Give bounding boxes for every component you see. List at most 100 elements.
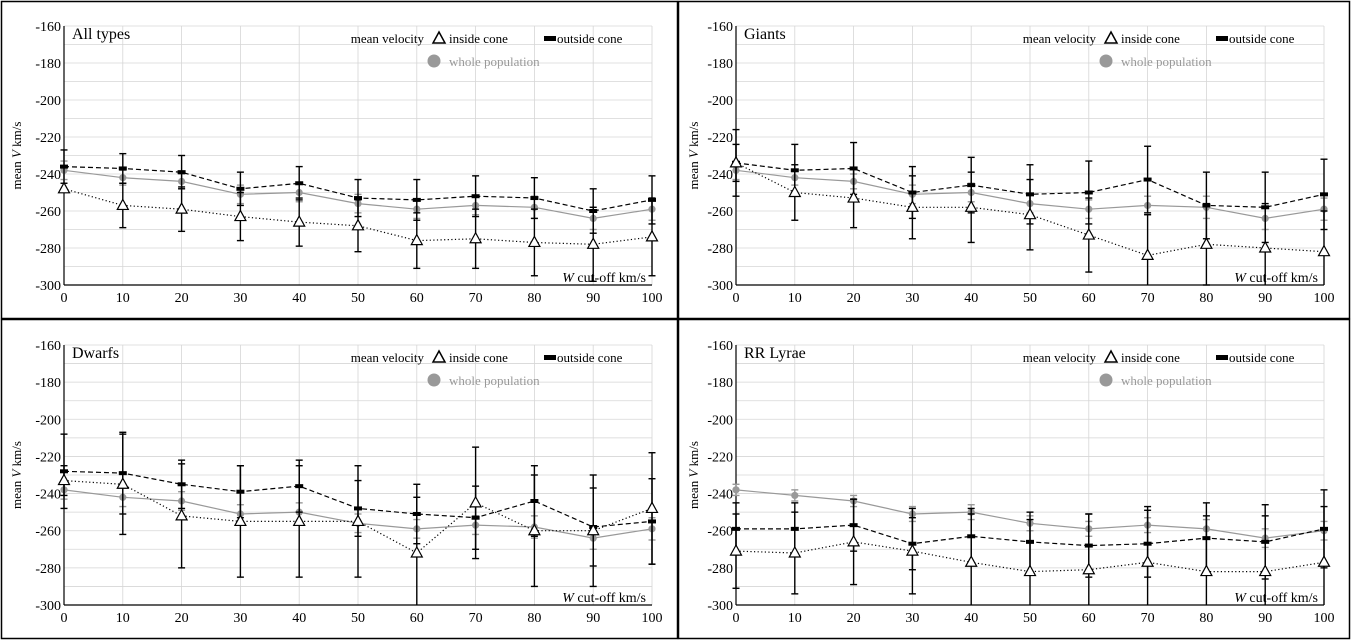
x-tick-label: 80 bbox=[1199, 291, 1213, 306]
legend-triangle-icon bbox=[1103, 30, 1119, 44]
x-tick-label: 90 bbox=[586, 291, 600, 306]
data-point-triangle bbox=[469, 231, 483, 244]
legend-circle-icon bbox=[1099, 373, 1113, 387]
y-tick-label: -220 bbox=[707, 450, 733, 465]
y-tick-label: -200 bbox=[707, 413, 733, 428]
y-tick-label: -280 bbox=[707, 242, 733, 257]
x-axis-label: W cut-off km/s bbox=[1234, 591, 1318, 606]
data-point-triangle bbox=[645, 229, 659, 242]
series-inside-cone bbox=[729, 498, 1331, 605]
y-tick-label: -180 bbox=[707, 57, 733, 72]
y-tick-label: -260 bbox=[707, 525, 733, 540]
y-tick-label: -260 bbox=[35, 525, 61, 540]
error-bar bbox=[1026, 518, 1034, 605]
x-tick-label: 30 bbox=[905, 611, 919, 626]
y-tick-label: -300 bbox=[707, 599, 733, 614]
y-tick-label: -160 bbox=[35, 20, 61, 35]
data-point-triangle bbox=[729, 543, 743, 556]
data-point-bar bbox=[471, 194, 480, 199]
data-point-triangle bbox=[1317, 555, 1331, 567]
x-tick-label: 50 bbox=[1023, 611, 1037, 626]
x-tick-label: 80 bbox=[1199, 611, 1213, 626]
y-tick-label: -220 bbox=[707, 131, 733, 146]
data-point-triangle bbox=[586, 237, 600, 249]
x-axis-label-rest: cut-off km/s bbox=[574, 591, 646, 606]
data-point-triangle bbox=[351, 218, 365, 231]
legend-heading: mean velocity bbox=[1023, 350, 1097, 365]
series-outside-cone bbox=[60, 149, 656, 234]
x-axis-label-var: W bbox=[1234, 591, 1247, 606]
y-axis-label-var: V bbox=[686, 148, 701, 158]
x-tick-label: 20 bbox=[175, 611, 189, 626]
x-tick-label: 0 bbox=[733, 291, 740, 306]
x-tick-label: 60 bbox=[410, 611, 424, 626]
legend-heading: mean velocity bbox=[1023, 31, 1097, 46]
y-axis-label-post: km/s bbox=[9, 122, 24, 151]
data-point-triangle bbox=[116, 198, 130, 211]
data-point-triangle bbox=[1199, 564, 1213, 577]
legend-label: outside cone bbox=[557, 350, 623, 365]
x-tick-label: 100 bbox=[1314, 291, 1335, 306]
y-axis-label: mean V km/s bbox=[9, 441, 24, 509]
y-axis-label-var: V bbox=[9, 468, 24, 478]
x-axis-label-var: W bbox=[562, 271, 575, 286]
legend-bar-icon bbox=[1216, 355, 1228, 360]
legend: mean velocity inside cone outside cone whol… bbox=[351, 30, 623, 69]
panel-title: Dwarfs bbox=[72, 345, 119, 362]
legend-heading: mean velocity bbox=[351, 31, 425, 46]
y-tick-label: -280 bbox=[35, 242, 61, 257]
x-tick-label: 70 bbox=[1141, 291, 1155, 306]
panel-title: Giants bbox=[744, 26, 786, 43]
data-point-triangle bbox=[1199, 237, 1213, 249]
y-tick-label: -220 bbox=[35, 450, 61, 465]
data-point-triangle bbox=[1141, 555, 1155, 567]
data-point-bar bbox=[1143, 177, 1152, 182]
x-tick-label: 100 bbox=[642, 611, 663, 626]
data-point-circle bbox=[791, 491, 799, 500]
legend-label: inside cone bbox=[449, 31, 508, 46]
data-point-bar bbox=[530, 196, 539, 201]
panel-frame bbox=[0, 0, 679, 320]
y-tick-label: -200 bbox=[707, 94, 733, 109]
y-axis-label-pre: mean bbox=[9, 158, 24, 189]
error-bar bbox=[1202, 515, 1210, 605]
y-tick-label: -160 bbox=[35, 339, 61, 354]
x-tick-label: 90 bbox=[1258, 611, 1272, 626]
y-axis-label: mean V km/s bbox=[686, 441, 701, 509]
data-point-triangle bbox=[1141, 248, 1155, 260]
legend-circle-icon bbox=[427, 54, 441, 68]
x-tick-label: 40 bbox=[964, 291, 978, 306]
y-axis-label-var: V bbox=[686, 468, 701, 478]
data-point-triangle bbox=[469, 495, 483, 508]
x-axis-label: W cut-off km/s bbox=[562, 271, 646, 286]
data-point-bar bbox=[412, 197, 421, 202]
panel-3: 0 10 20 30 40 50 60 70 80 90 100 -160 -180 -200 -220 -2… bbox=[677, 318, 1351, 640]
x-tick-label: 90 bbox=[586, 611, 600, 626]
y-axis-label-pre: mean bbox=[9, 478, 24, 509]
panel-frame bbox=[0, 318, 679, 640]
data-point-triangle bbox=[1082, 562, 1096, 575]
data-point-triangle bbox=[57, 181, 71, 194]
panel-title: All types bbox=[72, 26, 130, 43]
x-tick-label: 40 bbox=[292, 291, 306, 306]
data-point-triangle bbox=[729, 155, 743, 168]
x-tick-label: 40 bbox=[964, 611, 978, 626]
legend-label: whole population bbox=[1121, 373, 1212, 388]
data-point-triangle bbox=[527, 523, 541, 536]
x-tick-label: 70 bbox=[469, 291, 483, 306]
data-point-triangle bbox=[410, 233, 424, 246]
data-point-triangle bbox=[175, 201, 189, 214]
data-point-triangle bbox=[1258, 240, 1272, 253]
y-tick-label: -180 bbox=[35, 376, 61, 391]
legend-label: inside cone bbox=[1121, 350, 1180, 365]
data-point-triangle bbox=[1023, 207, 1037, 220]
x-tick-label: 10 bbox=[788, 291, 802, 306]
legend-triangle-icon bbox=[1103, 349, 1119, 363]
x-tick-label: 20 bbox=[847, 611, 861, 626]
legend-label: inside cone bbox=[449, 350, 508, 365]
data-point-triangle bbox=[233, 514, 247, 527]
y-tick-label: -260 bbox=[707, 205, 733, 220]
y-tick-label: -280 bbox=[35, 562, 61, 577]
data-point-triangle bbox=[175, 508, 189, 521]
